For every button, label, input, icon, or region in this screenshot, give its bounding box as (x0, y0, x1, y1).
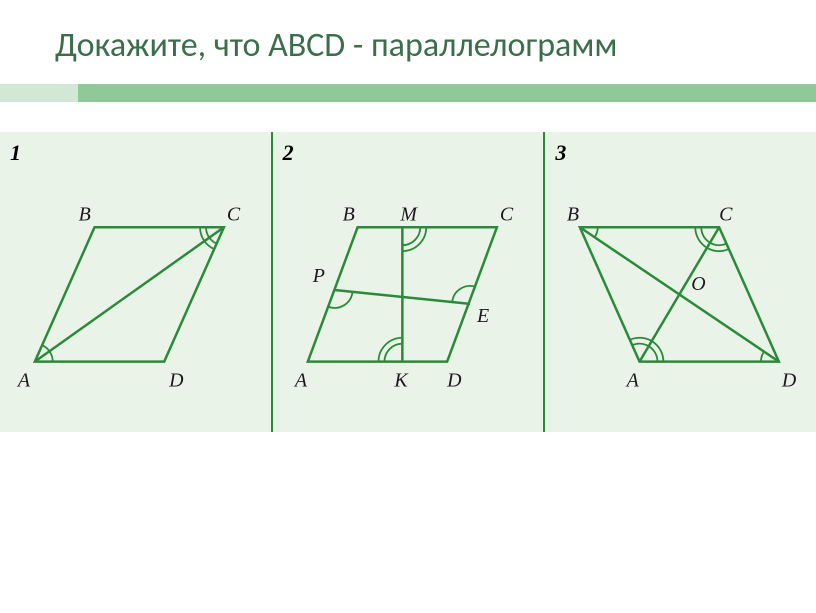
figure-2: A B M C P E K D (273, 132, 544, 432)
page-title: Докажите, что АВСD - параллелограмм (55, 25, 816, 66)
accent-bar (0, 84, 816, 102)
figure-3: B C O A D (545, 132, 816, 432)
svg-text:B: B (342, 203, 354, 225)
svg-text:K: K (393, 369, 409, 391)
svg-text:O: O (692, 273, 706, 295)
svg-text:P: P (311, 265, 324, 287)
diagram-row: 1 ABCD 2 ABMCPEKD 3 BCOAD (0, 132, 816, 432)
svg-text:A: A (625, 369, 640, 391)
panel-1: 1 ABCD (0, 132, 273, 432)
svg-text:B: B (567, 203, 579, 225)
accent-right (78, 84, 816, 102)
panel-3: 3 BCOAD (545, 132, 816, 432)
svg-text:B: B (79, 203, 91, 225)
figure-1: A B C D (0, 132, 271, 432)
accent-left (0, 84, 78, 102)
svg-text:C: C (500, 203, 514, 225)
panel-2: 2 ABMCPEKD (273, 132, 546, 432)
svg-text:D: D (781, 369, 797, 391)
svg-text:D: D (446, 369, 462, 391)
svg-text:C: C (719, 203, 733, 225)
svg-text:M: M (399, 203, 418, 225)
svg-text:E: E (476, 305, 489, 327)
svg-text:D: D (168, 369, 184, 391)
svg-text:A: A (16, 369, 31, 391)
svg-text:A: A (293, 369, 308, 391)
svg-text:C: C (227, 203, 241, 225)
